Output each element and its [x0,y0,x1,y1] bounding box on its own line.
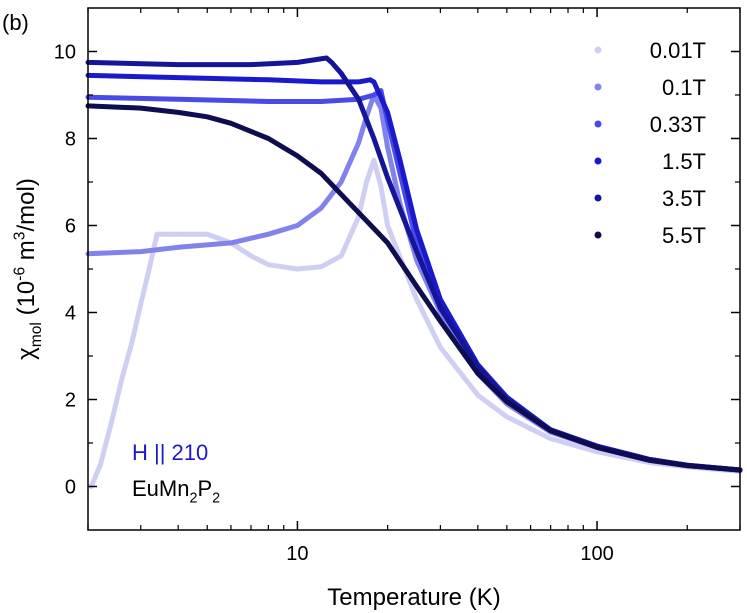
legend-label: 3.5T [662,186,706,211]
text-part: H || 210 [132,440,208,465]
text-part: P [197,476,212,501]
legend-label: 0.1T [662,75,706,100]
legend-label: 1.5T [662,149,706,174]
text-part: 3 [11,232,28,241]
legend-label: 0.33T [650,112,706,137]
x-axis-title: Temperature (K) [327,584,500,611]
text-part: 2 [212,491,220,507]
x-tick-label: 100 [580,543,613,565]
y-tick-label: 4 [65,303,76,325]
text-part: -6 [11,267,28,281]
annotation: EuMn2P2 [132,476,220,507]
legend-marker [594,120,602,128]
legend-label: 0.01T [650,38,706,63]
legend-marker [594,194,602,202]
legend-marker [594,231,602,239]
y-tick-label: 2 [65,390,76,412]
y-axis-title: χmol (10-6 m3/mol) [11,178,45,360]
series-line [85,103,743,473]
text-part: mol [28,322,45,347]
text-part: m [13,240,40,267]
legend-label: 5.5T [662,223,706,248]
text-part: 2 [189,491,197,507]
legend-marker [594,83,602,91]
y-tick-label: 10 [54,42,76,64]
legend-marker [594,46,602,54]
text-part: EuMn [132,476,189,501]
x-tick-label: 10 [286,543,308,565]
annotation: H || 210 [132,440,208,465]
text-part: χ [13,347,40,360]
legend-marker [594,157,602,165]
y-tick-label: 8 [65,129,76,151]
panel-label: (b) [2,10,29,35]
series-line [85,55,743,473]
y-tick-label: 6 [65,216,76,238]
series-line [88,157,743,489]
series-line [85,72,743,473]
text-part: (10 [13,281,40,322]
text-part: /mol) [13,178,40,231]
y-tick-label: 0 [65,477,76,499]
